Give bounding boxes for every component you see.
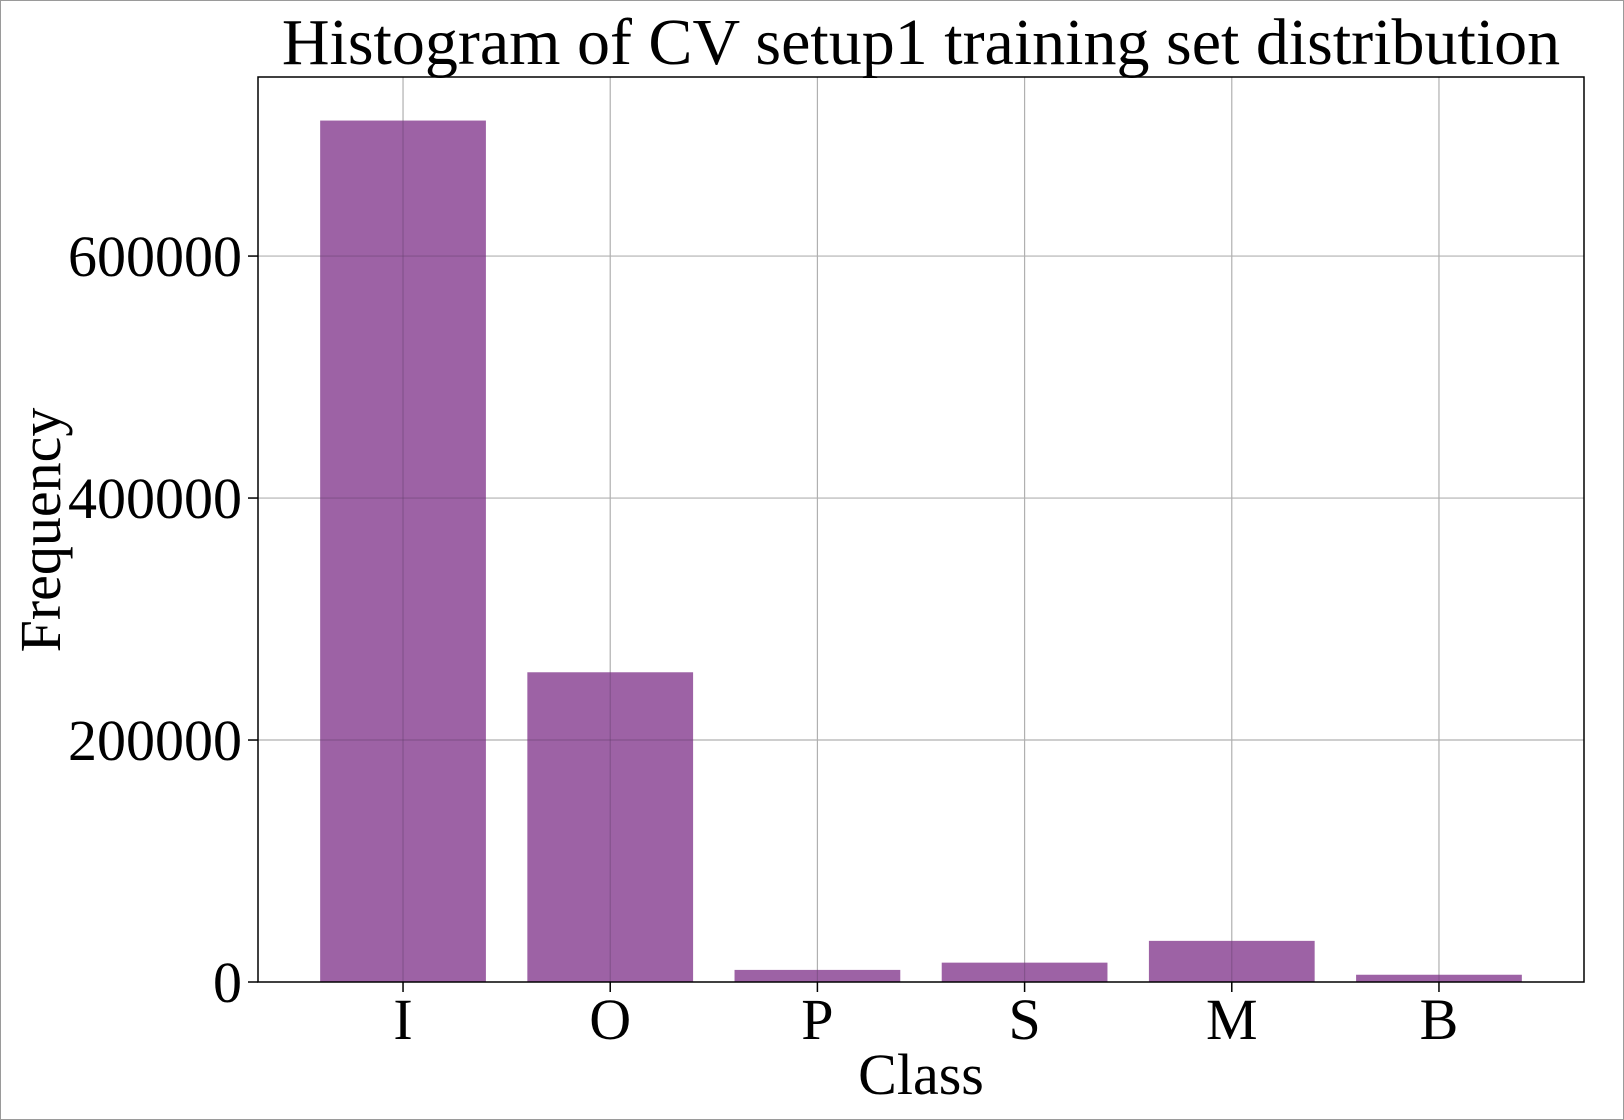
bar-P bbox=[734, 969, 901, 982]
y-axis-label: Frequency bbox=[8, 408, 73, 653]
bar-M bbox=[1148, 940, 1315, 982]
ticks: 0 200000 400000 600000 I O P S M B bbox=[68, 224, 1458, 1052]
y-tick-label: 0 bbox=[213, 950, 242, 1015]
bar-S bbox=[941, 962, 1108, 982]
plot-area-frame bbox=[257, 76, 1585, 983]
x-axis-label: Class bbox=[858, 1042, 984, 1107]
bar-I bbox=[320, 120, 486, 982]
x-tick-label: M bbox=[1206, 987, 1258, 1052]
y-tick-label: 200000 bbox=[68, 708, 242, 773]
bar-B bbox=[1356, 974, 1522, 982]
bar-O bbox=[527, 672, 694, 982]
y-tick-label: 600000 bbox=[68, 224, 242, 289]
x-tick-label: I bbox=[393, 987, 412, 1052]
x-tick-label: S bbox=[1008, 987, 1040, 1052]
y-tick-label: 400000 bbox=[68, 466, 242, 531]
x-tick-label: P bbox=[801, 987, 833, 1052]
bars bbox=[320, 120, 1522, 982]
x-tick-label: B bbox=[1420, 987, 1459, 1052]
chart-title: Histogram of CV setup1 training set dist… bbox=[282, 6, 1560, 79]
x-tick-label: O bbox=[589, 987, 631, 1052]
